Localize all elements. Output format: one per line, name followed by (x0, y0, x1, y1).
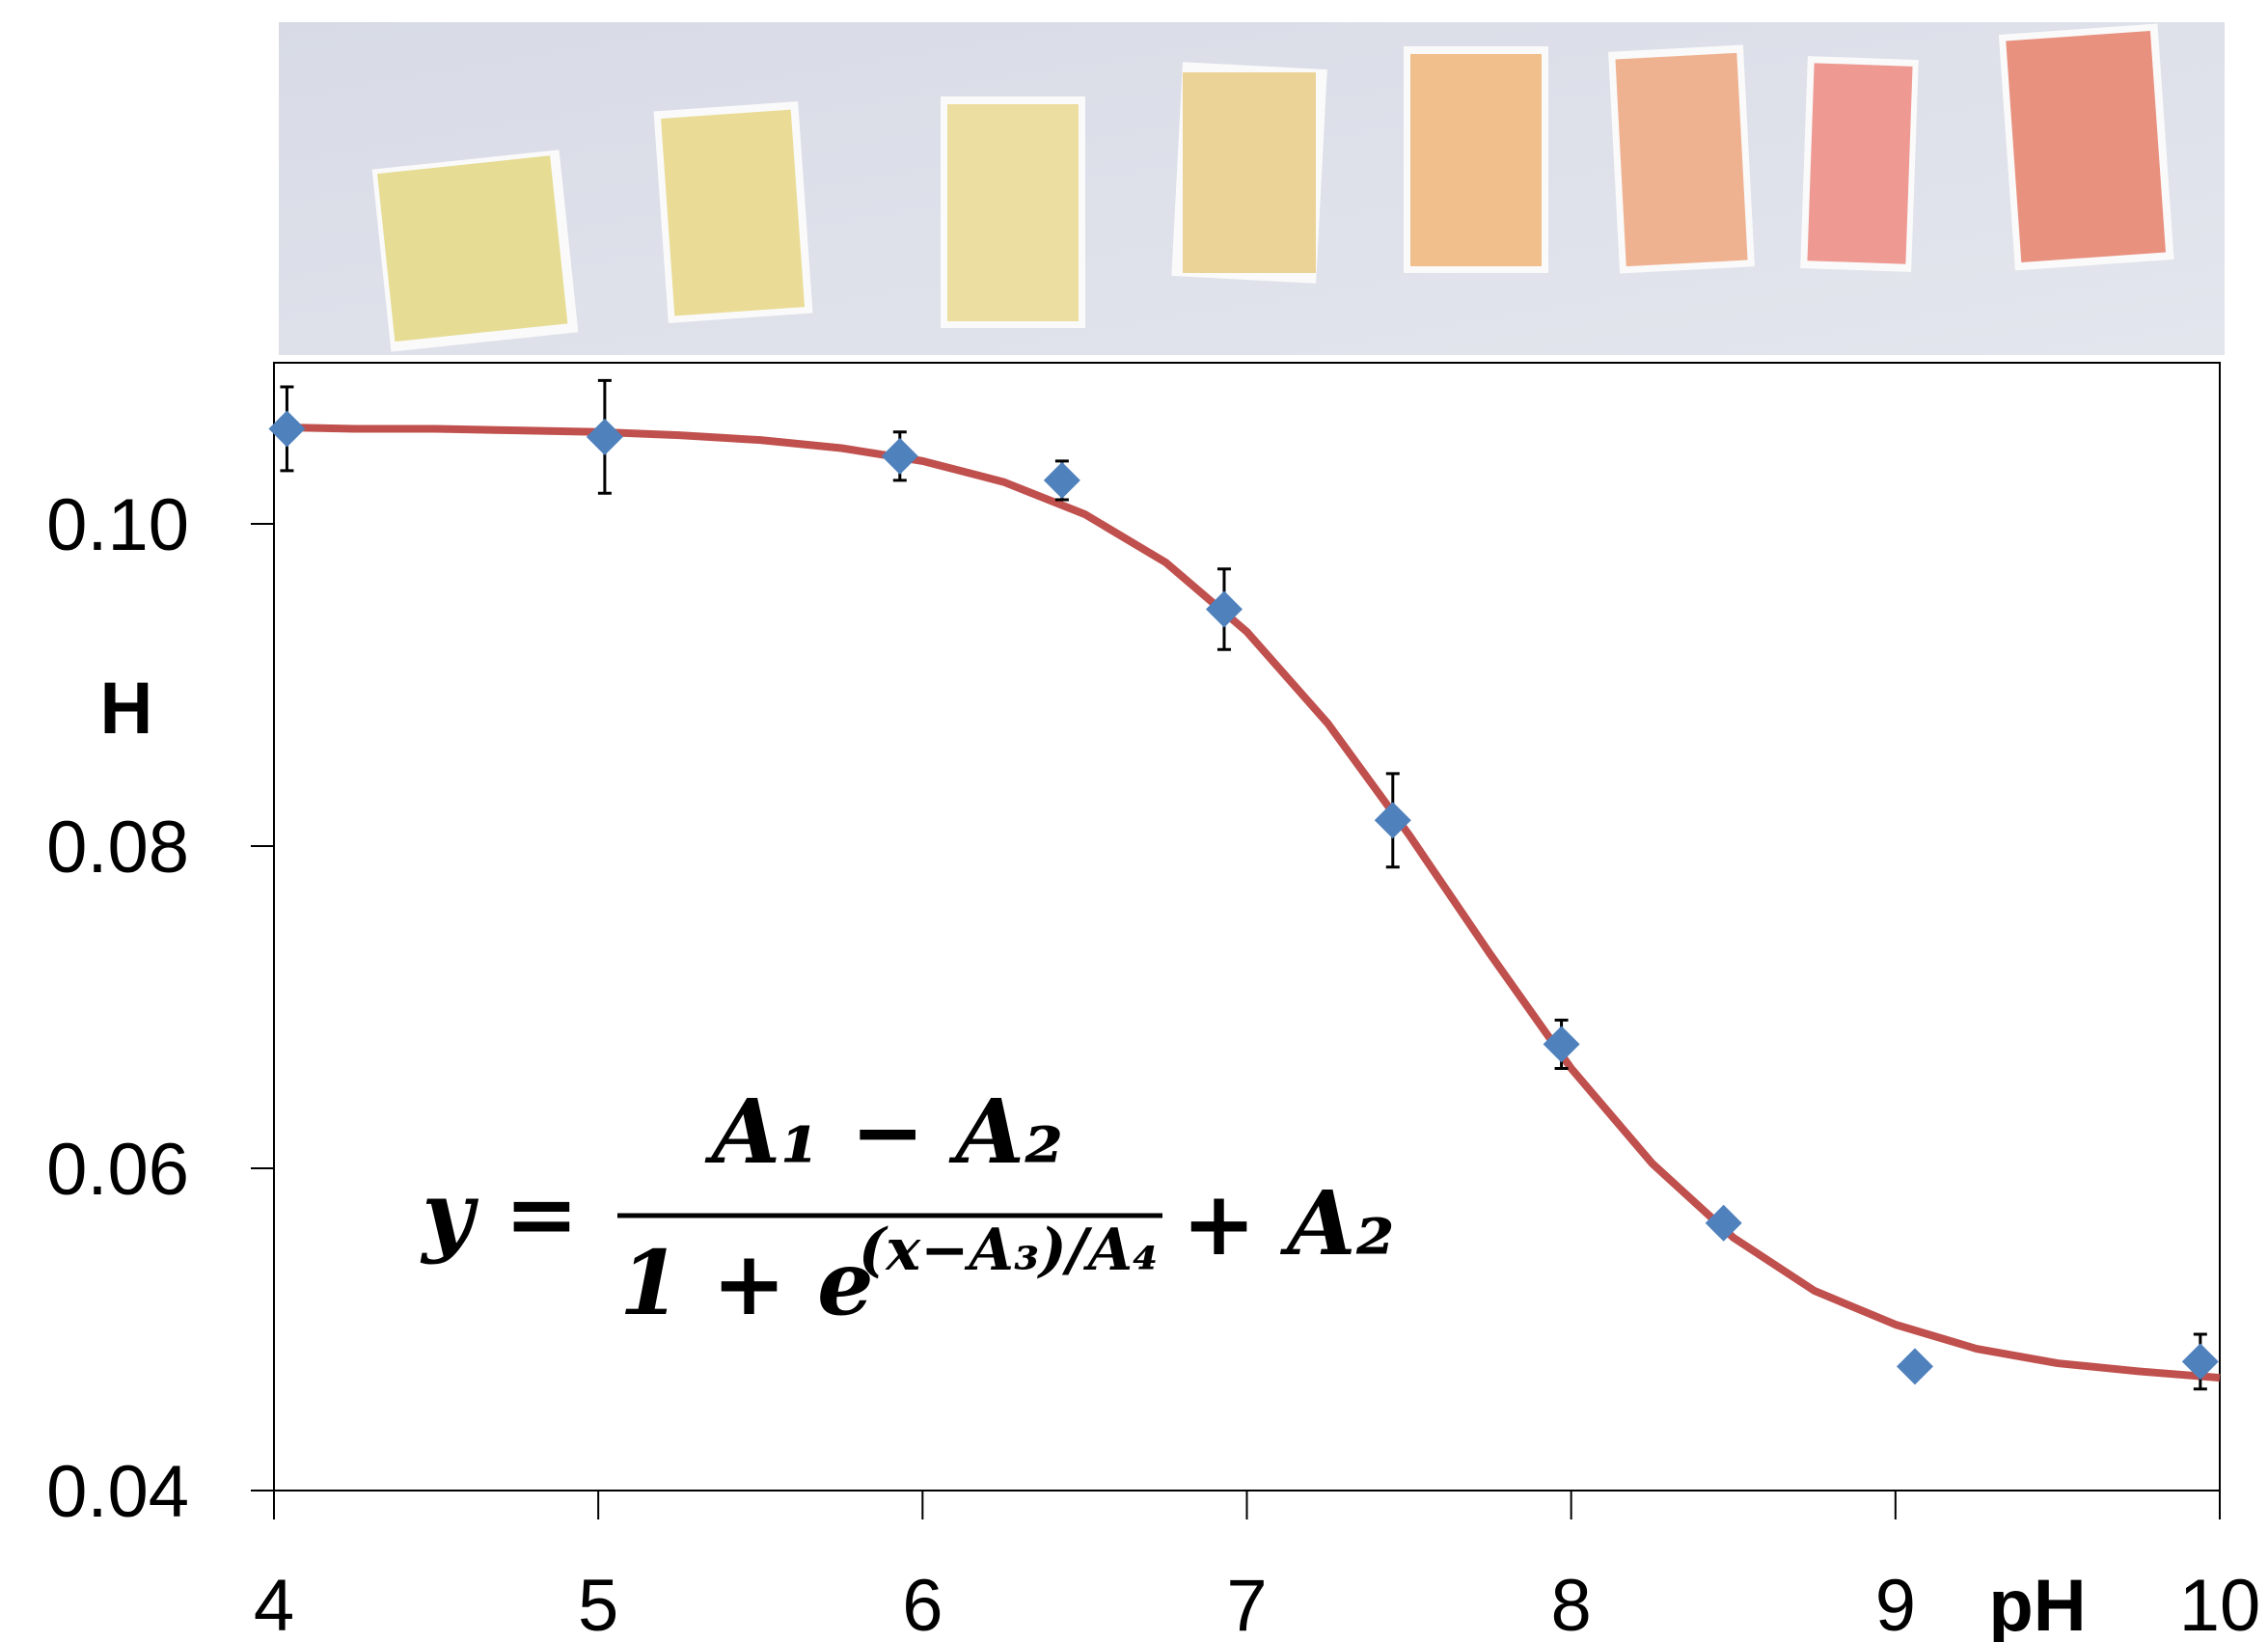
plot-frame (274, 363, 2220, 1491)
equation-denominator: 1 + e (619, 1231, 874, 1335)
equation: y = A₁ − A₂ 1 + e (x−A₃)/A₄ + A₂ (420, 1080, 1394, 1335)
x-axis-label: pH (1988, 1565, 2086, 1642)
data-point (1044, 462, 1080, 499)
data-point (587, 419, 623, 455)
data-point (882, 438, 918, 475)
y-tick-label: 0.06 (46, 1129, 189, 1211)
x-tick-label: 9 (1875, 1565, 1916, 1642)
x-tick-label: 7 (1226, 1565, 1267, 1642)
equation-numerator: A₁ − A₂ (704, 1080, 1064, 1184)
x-tick-label: 10 (2179, 1565, 2261, 1642)
x-tick-label: 5 (578, 1565, 618, 1642)
x-tick-label: 8 (1551, 1565, 1592, 1642)
data-point (1897, 1348, 1933, 1384)
y-axis-label: H (100, 668, 153, 750)
y-tick-label: 0.04 (46, 1451, 189, 1533)
equation-lhs: y = (420, 1162, 579, 1266)
chart: y = A₁ − A₂ 1 + e (x−A₃)/A₄ + A₂ H pH 0.… (0, 0, 2268, 1642)
y-tick-label: 0.10 (46, 484, 189, 566)
equation-exponent: (x−A₃)/A₄ (859, 1217, 1158, 1284)
equation-tail: + A₂ (1182, 1171, 1395, 1275)
y-tick-label: 0.08 (46, 807, 189, 889)
x-tick-label: 4 (254, 1565, 294, 1642)
swatch-photo (279, 22, 2225, 355)
x-tick-label: 6 (902, 1565, 943, 1642)
